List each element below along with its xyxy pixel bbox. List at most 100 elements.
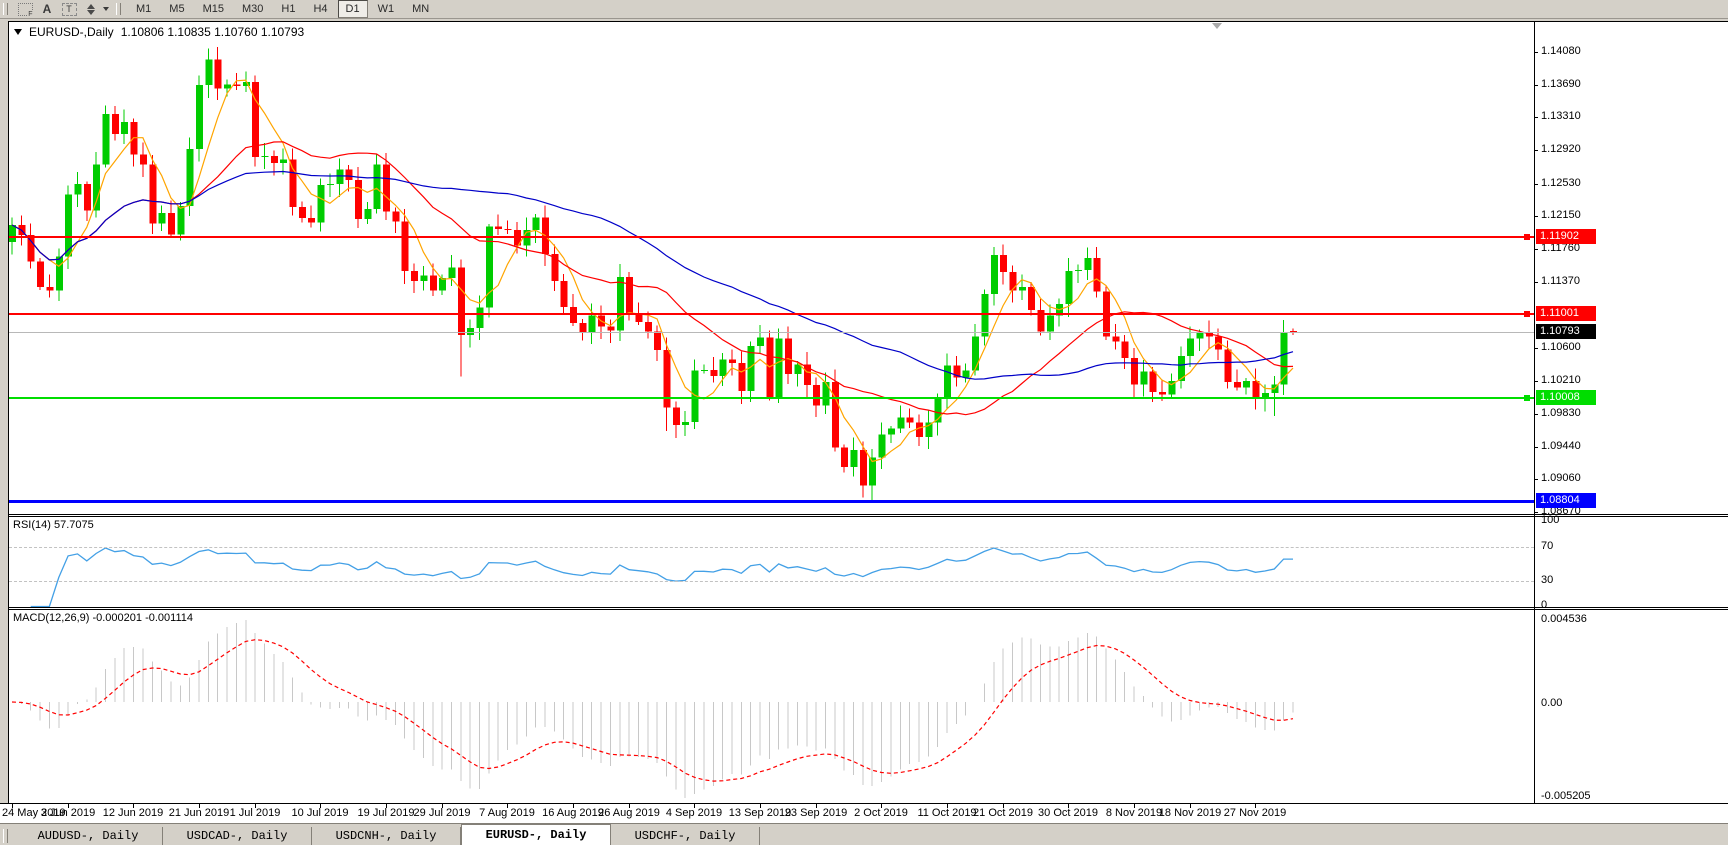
symbol-dropdown-triangle-icon[interactable] xyxy=(14,29,22,35)
rsi-indicator-chart[interactable] xyxy=(9,517,1534,607)
line-endpoint-marker[interactable] xyxy=(1524,395,1530,401)
timeframe-button-m1[interactable]: M1 xyxy=(136,3,152,15)
price-tick-label: 1.09830 xyxy=(1541,407,1581,419)
toolbar-grip[interactable] xyxy=(3,3,8,15)
date-tick-mark xyxy=(320,804,321,808)
chart-canvas-background[interactable] xyxy=(9,22,1728,803)
date-axis-strip[interactable] xyxy=(0,804,1728,823)
price-tick-label: 1.11760 xyxy=(1541,242,1580,254)
date-tick-mark xyxy=(255,804,256,808)
date-tick-mark xyxy=(881,804,882,808)
rsi-scale-label: 30 xyxy=(1541,574,1554,586)
panel-separator-main-rsi[interactable] xyxy=(9,516,1728,517)
support-line[interactable] xyxy=(9,397,1534,399)
date-tick-mark xyxy=(1255,804,1256,808)
dropdown-caret-icon[interactable] xyxy=(103,7,109,11)
rsi-scale-label: 100 xyxy=(1541,514,1560,526)
letter-a-icon[interactable]: A xyxy=(42,2,52,16)
panel-separator-main-rsi[interactable] xyxy=(9,514,1728,515)
macd-indicator-chart[interactable] xyxy=(9,610,1534,803)
timeframe-button-h1[interactable]: H1 xyxy=(281,3,296,15)
date-tick-label: 10 Jul 2019 xyxy=(291,807,349,819)
line-endpoint-marker[interactable] xyxy=(1524,234,1530,240)
price-tick-mark xyxy=(1534,479,1538,480)
chart-tab-usdcnh[interactable]: USDCNH-, Daily xyxy=(312,827,461,845)
chart-tab-usdcad[interactable]: USDCAD-, Daily xyxy=(163,827,312,845)
arrow-down-glyph xyxy=(87,9,95,15)
date-tick-label: 27 Nov 2019 xyxy=(1223,807,1287,819)
timeframe-button-m30[interactable]: M30 xyxy=(241,3,264,15)
date-tick-label: 18 Nov 2019 xyxy=(1158,807,1222,819)
price-axis-separator[interactable] xyxy=(1534,21,1535,804)
chart-tab-eurusd[interactable]: EURUSD-, Daily xyxy=(461,824,611,845)
current-price-badge: 1.10793 xyxy=(1536,324,1596,339)
chart-shift-marker[interactable] xyxy=(1212,23,1222,29)
chart-tab-audusd[interactable]: AUDUSD-, Daily xyxy=(14,827,163,845)
timeframe-button-m5[interactable]: M5 xyxy=(169,3,185,15)
date-tick-mark xyxy=(629,804,630,808)
rsi-scale-label: 70 xyxy=(1541,540,1554,552)
date-tick-label: 30 Oct 2019 xyxy=(1038,807,1098,819)
grid-pattern-icon-label: F xyxy=(28,10,33,18)
date-tick-label: 26 Aug 2019 xyxy=(598,807,660,819)
timeframe-button-m15[interactable]: M15 xyxy=(202,3,224,15)
date-tick-mark xyxy=(507,804,508,808)
price-level-badge: 1.08804 xyxy=(1536,493,1596,508)
date-tick-mark xyxy=(1134,804,1135,808)
date-tick-label: 29 Jul 2019 xyxy=(413,807,471,819)
panel-separator-rsi-macd[interactable] xyxy=(9,609,1728,610)
date-tick-label: 8 Nov 2019 xyxy=(1105,807,1163,819)
price-tick-mark xyxy=(1534,184,1538,185)
timeframe-button-mn[interactable]: MN xyxy=(412,3,430,15)
timeframe-button-w1[interactable]: W1 xyxy=(377,3,395,15)
price-tick-mark xyxy=(1534,249,1538,250)
date-tick-label: 16 Aug 2019 xyxy=(542,807,604,819)
date-tick-mark xyxy=(68,804,69,808)
price-tick-mark xyxy=(1534,52,1538,53)
date-tick-mark xyxy=(199,804,200,808)
line-endpoint-marker[interactable] xyxy=(1524,311,1530,317)
macd-scale-top: 0.004536 xyxy=(1541,613,1587,625)
rsi-scale-label: 0 xyxy=(1541,599,1548,611)
macd-scale-bottom: -0.005205 xyxy=(1541,790,1591,802)
grid-pattern-icon[interactable]: F xyxy=(16,2,34,18)
price-tick-label: 1.11370 xyxy=(1541,275,1580,287)
main-price-chart[interactable] xyxy=(9,22,1534,514)
price-level-badge: 1.11001 xyxy=(1536,306,1596,321)
date-tick-mark xyxy=(573,804,574,808)
resistance-line[interactable] xyxy=(9,236,1534,238)
resistance-line[interactable] xyxy=(9,313,1534,315)
date-tick-label: 7 Aug 2019 xyxy=(479,807,535,819)
arrows-icon[interactable] xyxy=(82,2,100,17)
price-tick-mark xyxy=(1534,150,1538,151)
date-tick-label: 3 Jun 2019 xyxy=(40,807,96,819)
tab-bar-grip[interactable] xyxy=(3,829,8,843)
text-box-icon[interactable]: T xyxy=(60,2,78,17)
timeframe-button-group: M1 M5 M15 M30 H1 H4 D1 W1 MN xyxy=(127,0,438,18)
support-line[interactable] xyxy=(9,500,1534,503)
date-tick-mark xyxy=(1068,804,1069,808)
timeframe-button-d1[interactable]: D1 xyxy=(337,0,368,18)
date-tick-label: 23 Sep 2019 xyxy=(784,807,848,819)
date-tick-label: 11 Oct 2019 xyxy=(917,807,977,819)
chart-tab-bar: AUDUSD-, Daily USDCAD-, Daily USDCNH-, Dai… xyxy=(0,823,1728,845)
chart-frame-bottom xyxy=(0,803,1728,804)
current-price-line xyxy=(9,332,1534,333)
chart-tab-usdchf[interactable]: USDCHF-, Daily xyxy=(611,827,760,845)
toolbar-grip[interactable] xyxy=(116,3,121,15)
date-tick-mark xyxy=(816,804,817,808)
price-tick-label: 1.12150 xyxy=(1541,209,1581,221)
price-tick-label: 1.09060 xyxy=(1541,472,1581,484)
timeframe-button-h4[interactable]: H4 xyxy=(313,3,328,15)
price-level-badge: 1.10008 xyxy=(1536,390,1596,405)
date-tick-mark xyxy=(760,804,761,808)
panel-separator-rsi-macd[interactable] xyxy=(9,607,1728,608)
date-tick-label: 12 Jun 2019 xyxy=(102,807,164,819)
date-tick-label: 19 Jul 2019 xyxy=(357,807,415,819)
macd-indicator-label: MACD(12,26,9) -0.000201 -0.001114 xyxy=(13,612,193,624)
price-tick-mark xyxy=(1534,348,1538,349)
price-tick-label: 1.10210 xyxy=(1541,374,1581,386)
price-tick-label: 1.12920 xyxy=(1541,143,1581,155)
date-tick-label: 4 Sep 2019 xyxy=(665,807,723,819)
